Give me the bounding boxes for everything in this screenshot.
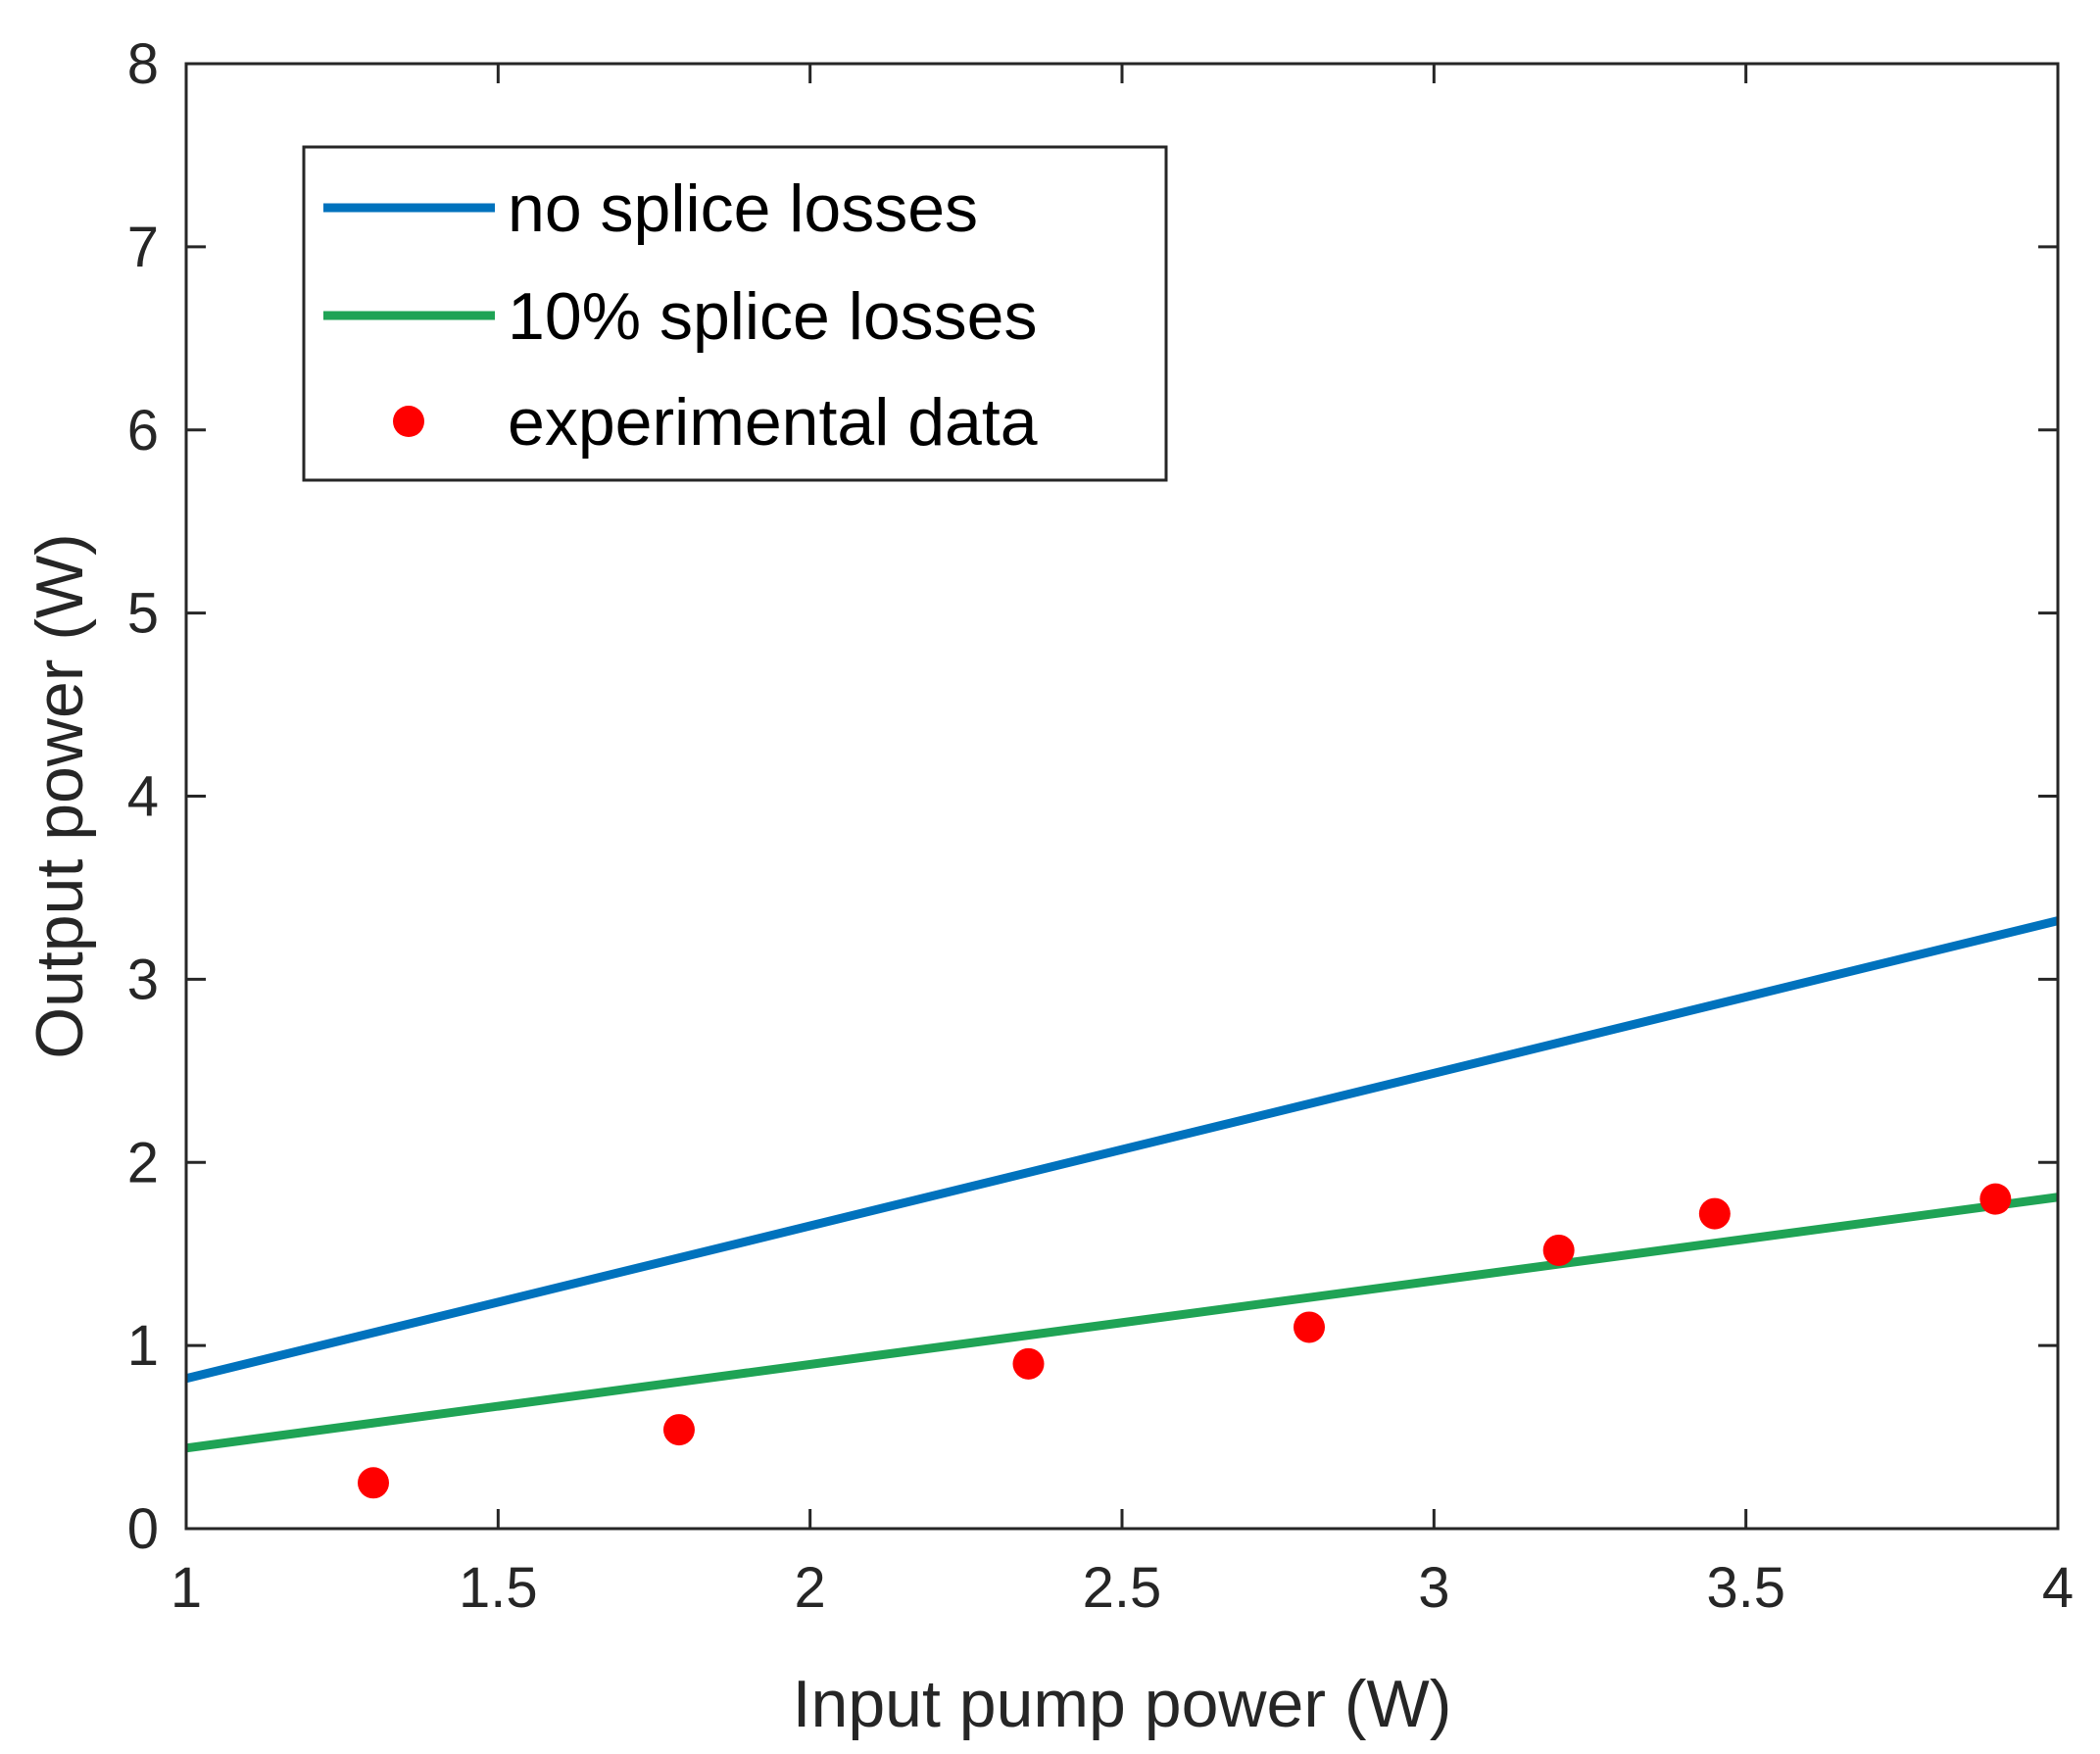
data-point (1979, 1183, 2012, 1215)
series-line-1 (185, 1193, 2059, 1453)
y-tick-label: 2 (127, 1131, 159, 1194)
x-tick-label: 1.5 (459, 1556, 538, 1620)
data-point (1012, 1347, 1045, 1380)
y-tick-label: 3 (127, 948, 159, 1011)
x-tick-label: 1 (171, 1556, 202, 1620)
legend-entry-label: 10% splice losses (508, 279, 1037, 354)
legend-swatch-marker (393, 406, 424, 437)
x-tick-label: 3.5 (1706, 1556, 1785, 1620)
y-tick-label: 1 (127, 1314, 159, 1378)
x-tick-label: 2.5 (1083, 1556, 1162, 1620)
y-axis-label: Output power (W) (23, 533, 97, 1059)
data-point (1294, 1311, 1325, 1343)
data-point (1698, 1197, 1731, 1230)
plot-frame (184, 62, 2060, 1531)
y-tick-label: 5 (127, 582, 159, 646)
y-tick-label: 8 (127, 32, 159, 96)
data-point (358, 1467, 389, 1499)
x-tick-label: 3 (1418, 1556, 1449, 1620)
x-tick-label: 4 (2042, 1556, 2074, 1620)
data-point (662, 1414, 695, 1446)
y-tick-label: 7 (127, 216, 159, 279)
series-layer (184, 916, 2060, 1499)
y-tick-label: 0 (127, 1497, 159, 1561)
y-tick-label: 6 (127, 399, 159, 463)
x-tick-label: 2 (795, 1556, 826, 1620)
y-tick-label: 4 (127, 765, 159, 829)
legend-entry-label: no splice losses (508, 171, 978, 246)
legend-entry-label: experimental data (508, 385, 1038, 460)
x-axis-label: Input pump power (W) (793, 1667, 1452, 1741)
data-point (1542, 1234, 1575, 1266)
series-line-0 (184, 916, 2060, 1384)
legend: no splice losses 10% splice losses experim… (302, 145, 1168, 482)
